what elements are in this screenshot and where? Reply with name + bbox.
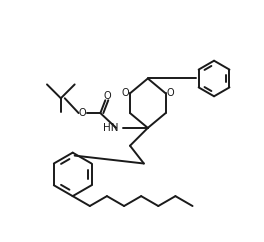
Text: O: O	[167, 88, 174, 98]
Text: HN: HN	[103, 123, 118, 133]
Text: O: O	[121, 88, 129, 98]
Text: O: O	[103, 91, 111, 101]
Text: O: O	[79, 108, 86, 118]
